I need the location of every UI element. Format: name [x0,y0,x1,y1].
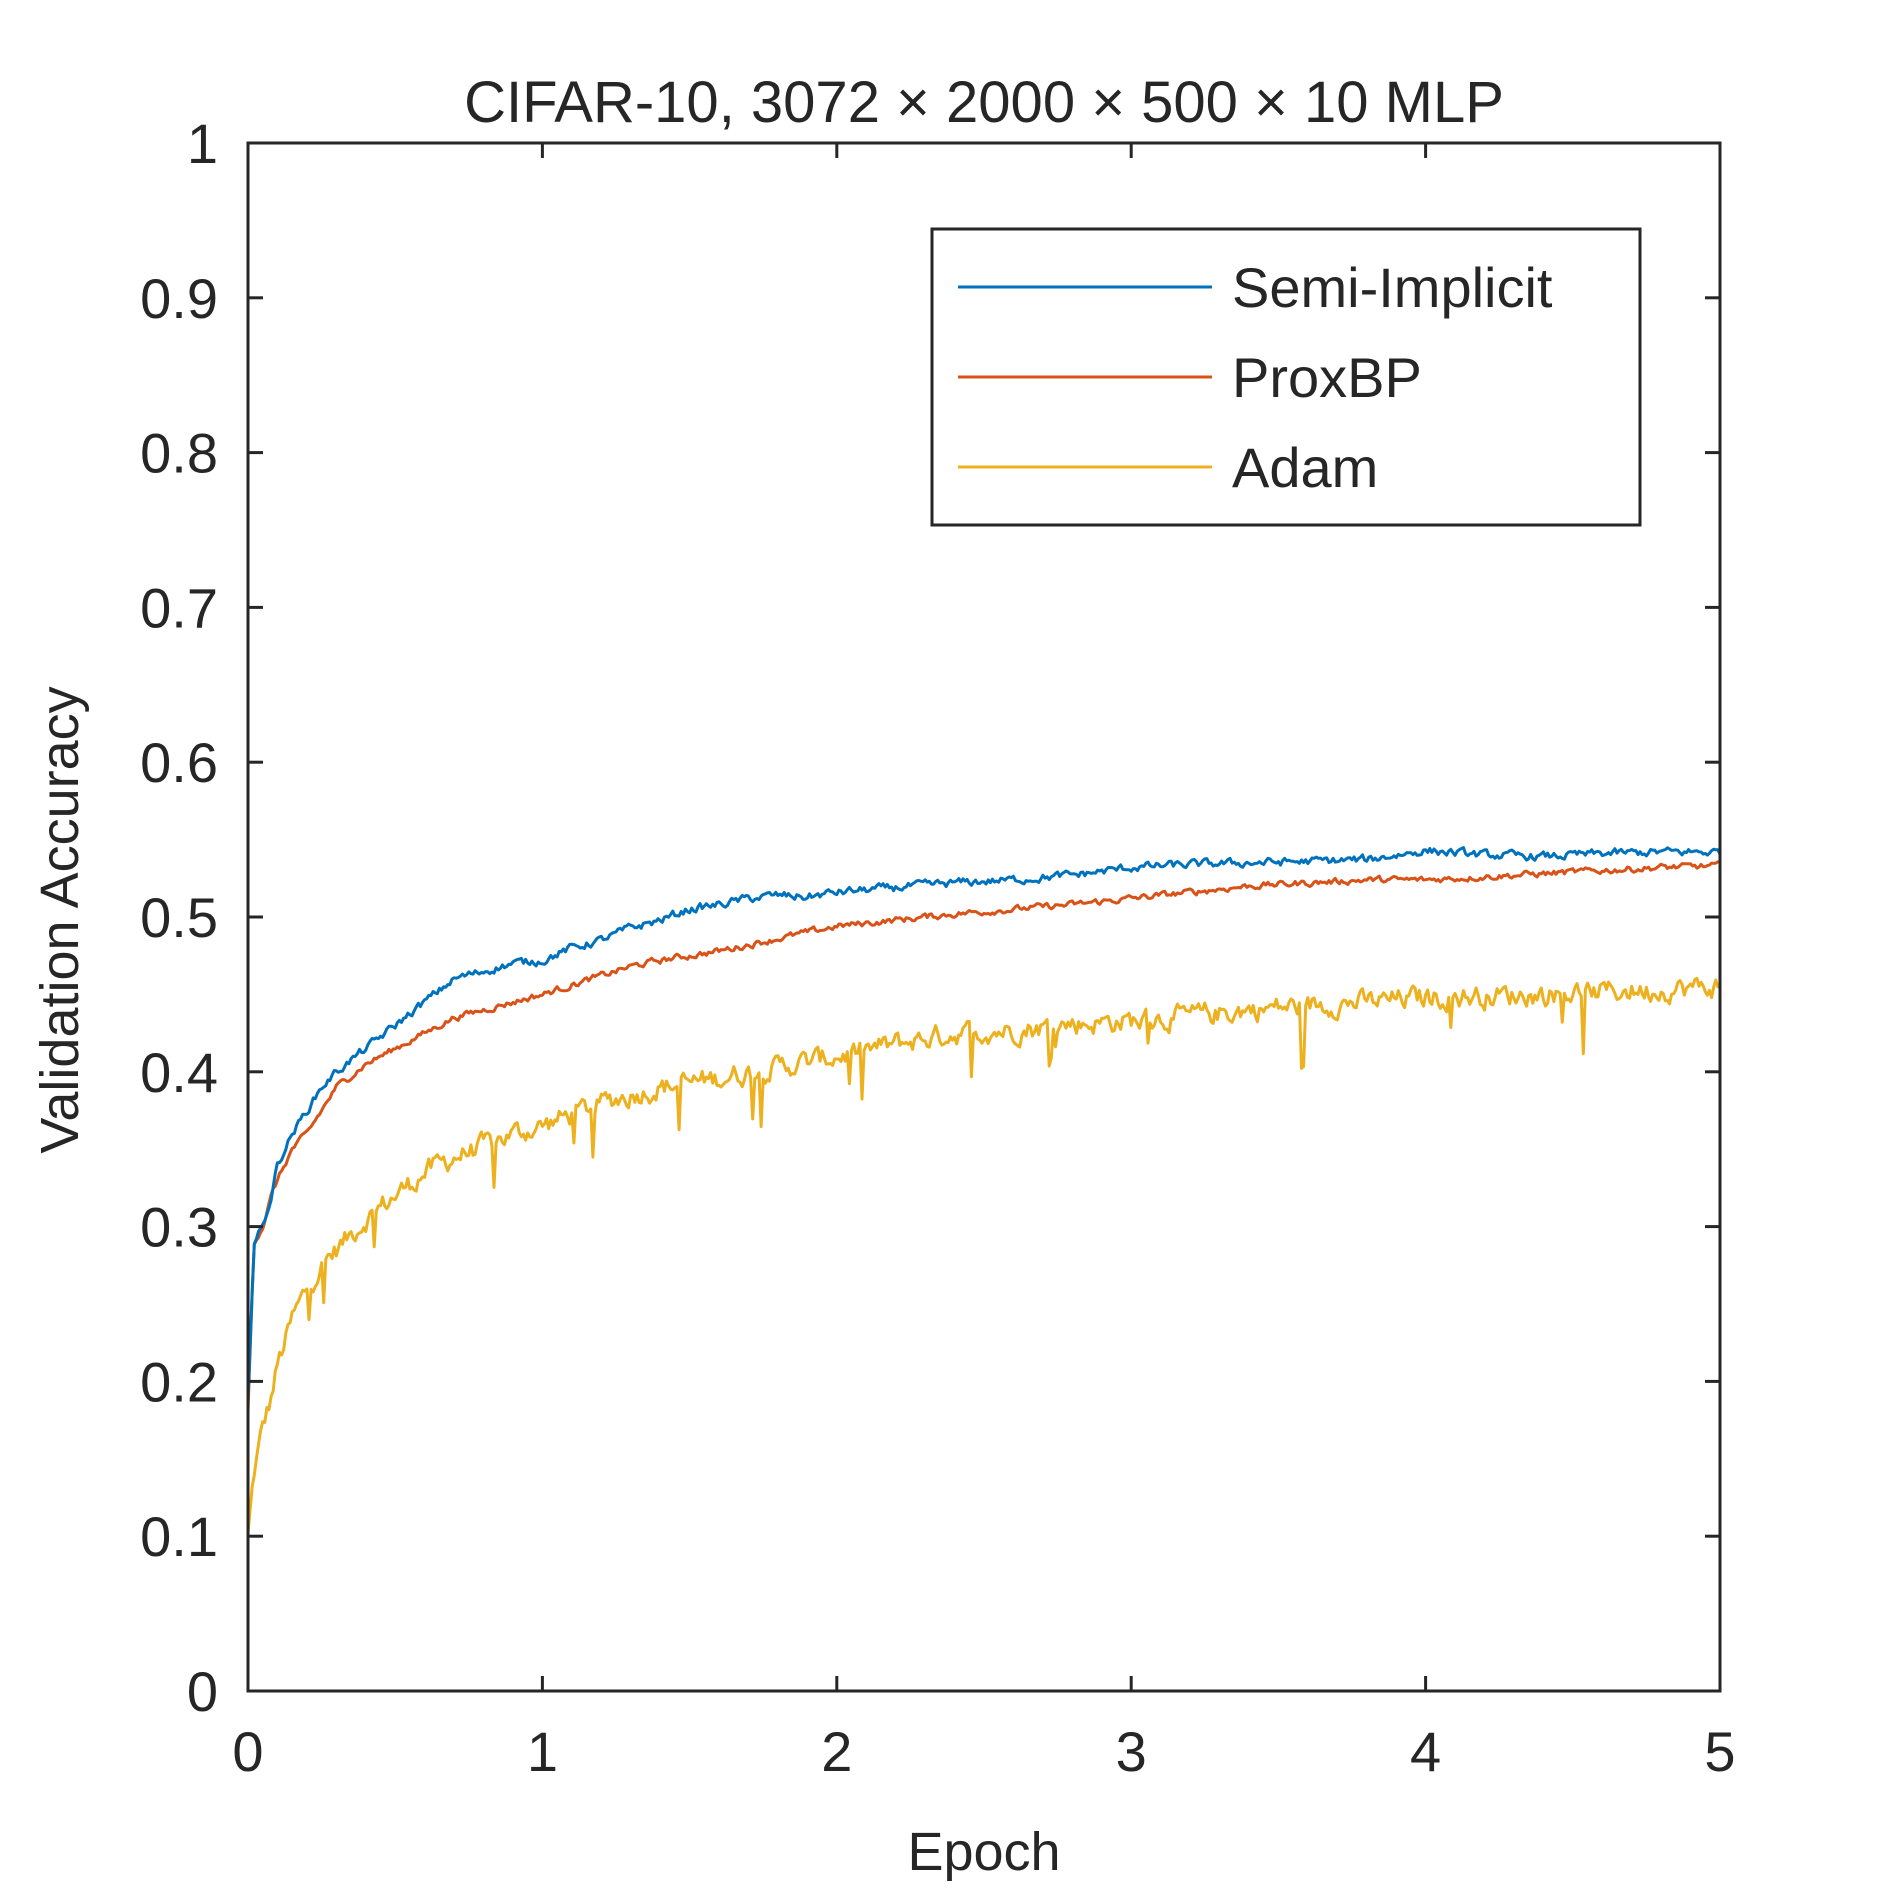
legend: Semi-Implicit ProxBP Adam [930,227,1642,527]
legend-label: Semi-Implicit [1232,256,1553,319]
y-tick-label: 0.2 [140,1350,218,1413]
y-tick-label: 0.8 [140,422,218,485]
chart-title: CIFAR-10, 3072 × 2000 × 500 × 10 MLP [464,70,1504,135]
y-tick-label: 0.3 [140,1196,218,1259]
y-tick-label: 0.1 [140,1505,218,1568]
x-tick-label: 1 [527,1720,558,1783]
x-tick-label: 2 [821,1720,852,1783]
x-tick-label: 0 [232,1720,263,1783]
y-axis-title: Validation Accuracy [30,686,90,1153]
legend-label: ProxBP [1232,346,1422,409]
axes-layer: 0 1 2 3 4 5 0 0.1 0.2 0.3 0.4 0.5 0.6 0.7 0.8 0.9 1 [140,112,1735,1783]
y-tick-label: 0.5 [140,886,218,949]
x-axis-title: Epoch [907,1822,1060,1882]
series-line-semi-implicit [246,846,1722,1400]
y-tick-label: 0.7 [140,576,218,639]
series-line-adam [246,976,1722,1534]
legend-label: Adam [1232,436,1378,499]
y-tick-label: 0.6 [140,731,218,794]
x-tick-label: 5 [1704,1720,1735,1783]
y-tick-label: 1 [187,112,218,175]
x-tick-label: 4 [1410,1720,1441,1783]
y-tick-label: 0.9 [140,267,218,330]
y-tick-label: 0.4 [140,1041,218,1104]
y-tick-label: 0 [187,1660,218,1723]
series-layer [246,846,1722,1534]
series-line-proxbp [246,860,1721,1412]
x-tick-label: 3 [1116,1720,1147,1783]
